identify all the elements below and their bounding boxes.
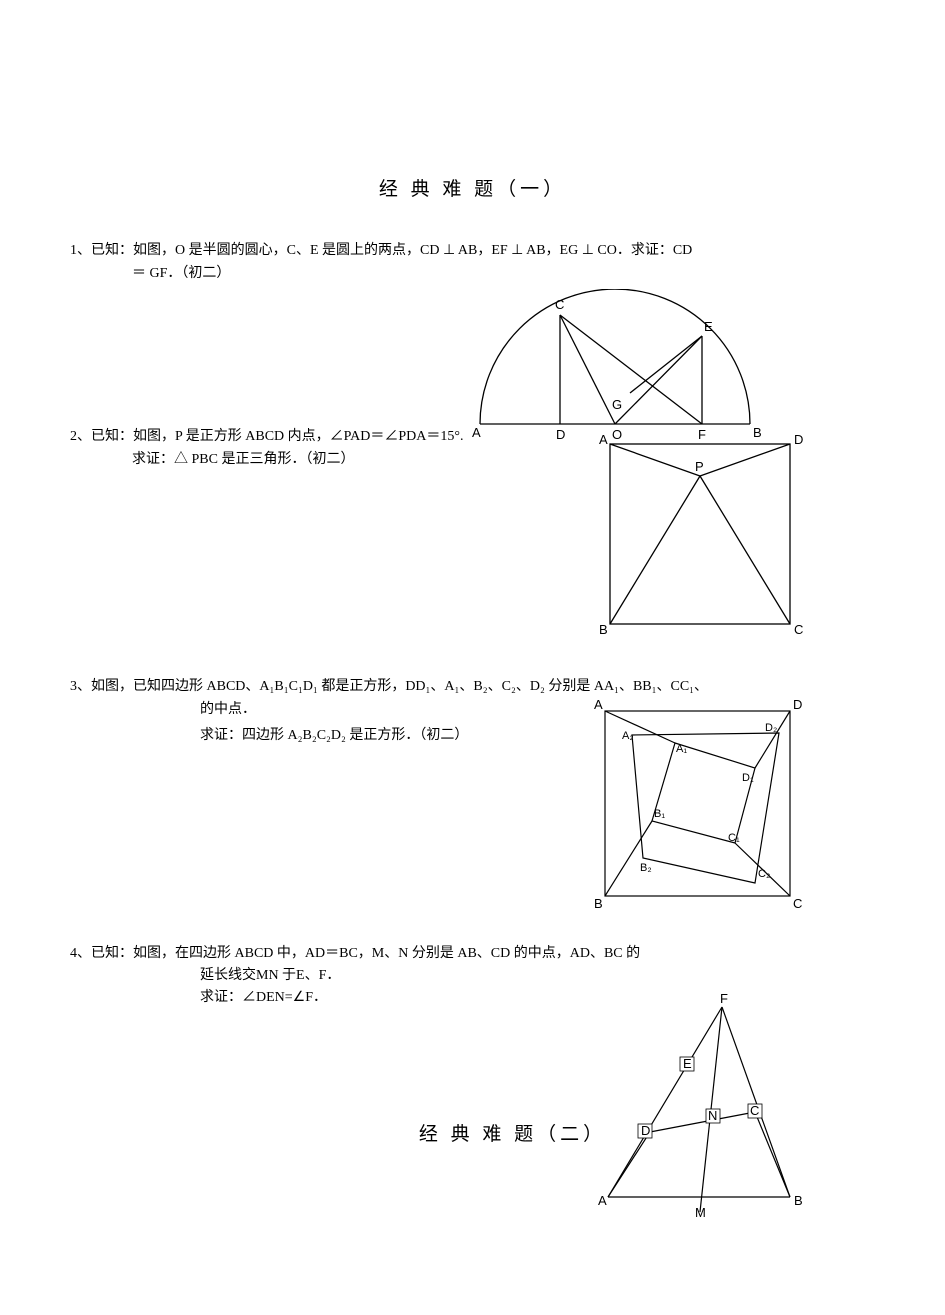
lab4-A: A [598,1193,607,1208]
lab-E: E [704,319,713,334]
p4-line1: 4、已知：如图，在四边形 ABCD 中，AD＝BC，M、N 分别是 AB、CD … [70,943,875,965]
lab4-C: C [750,1103,759,1118]
lab-C2: C [794,622,803,637]
lab3-B: B [594,896,603,911]
lab3-D: D [793,697,802,712]
lab3-D1: D₁ [742,772,754,784]
lab-A2: A [599,432,608,447]
problem-3: 3、如图，已知四边形 ABCD、A₁B₁C₁D₁ 都是正方形，DD₁、A₁、B₂… [70,676,875,917]
p3-num: 3、 [70,679,91,694]
lab4-F: F [720,991,728,1006]
lab3-A1: A₁ [676,743,687,755]
section-1-title: 经 典 难 题（一） [70,175,875,205]
lab3-C: C [793,896,802,911]
lab3-D2: D₂ [765,722,777,734]
p1-line2: ＝ GF．（初二） [70,263,875,285]
lab-G: G [612,397,622,412]
lab3-B1: B₁ [654,808,665,820]
p1-text1: 已知：如图，O 是半圆的圆心，C、E 是圆上的两点，CD ⊥ AB，EF ⊥ A… [91,243,692,258]
lab4-D: D [641,1123,650,1138]
p4-line1b: 延长线交MN 于E、F． [70,965,875,987]
lab4-B: B [794,1193,803,1208]
problem-2: A D B C P 2、已知：如图，P 是正方形 ABCD 内点，∠PAD＝∠P… [70,426,875,646]
lab4-E: E [683,1056,692,1071]
lab3-C2: C₂ [758,868,770,880]
p2-text1: 已知：如图，P 是正方形 ABCD 内点，∠PAD＝∠PDA＝15°. [91,429,464,444]
figure-nested-squares: A D B C A₁ D₁ C₁ B₁ A₂ D₂ C₂ B₂ [580,693,815,918]
figure-semicircle: A B C D E F G O [460,289,875,444]
lab3-A2: A₂ [622,730,634,742]
lab3-A: A [594,697,603,712]
p1-num: 1、 [70,243,91,258]
p4-text1: 已知：如图，在四边形 ABCD 中，AD＝BC，M、N 分别是 AB、CD 的中… [91,946,640,961]
figure-quad-mn: A B M F D C E N [580,987,815,1230]
lab-B2: B [599,622,608,637]
problem-1: 1、已知：如图，O 是半圆的圆心，C、E 是圆上的两点，CD ⊥ AB，EF ⊥… [70,240,875,444]
problem-4: 4、已知：如图，在四边形 ABCD 中，AD＝BC，M、N 分别是 AB、CD … [70,943,875,1248]
p2-num: 2、 [70,429,91,444]
lab4-N: N [708,1108,717,1123]
p4-num: 4、 [70,946,91,961]
figure-square-p: A D B C P [585,426,815,646]
lab-D2: D [794,432,803,447]
lab3-B2: B₂ [640,862,652,874]
lab3-C1: C₁ [728,832,740,844]
lab4-M: M [695,1205,706,1220]
p1-line1: 1、已知：如图，O 是半圆的圆心，C、E 是圆上的两点，CD ⊥ AB，EF ⊥… [70,240,875,262]
lab-P: P [695,459,704,474]
lab-C: C [555,297,564,312]
